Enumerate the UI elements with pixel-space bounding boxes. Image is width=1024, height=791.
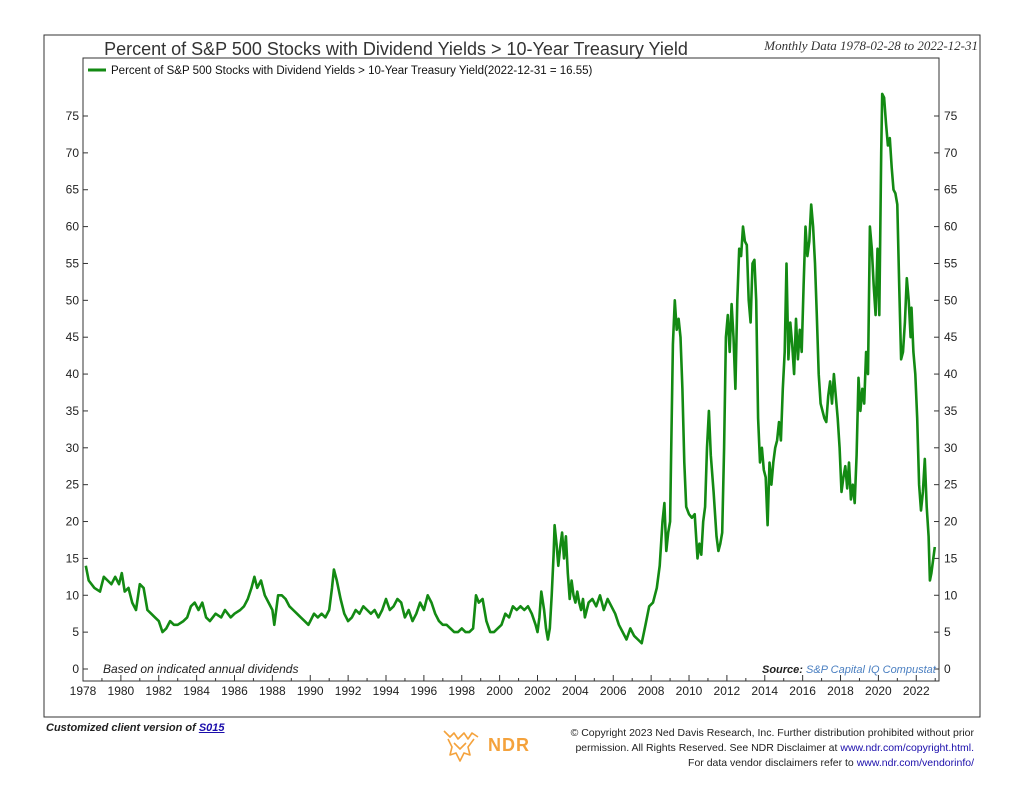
y-tick-label-left: 0 <box>72 662 79 676</box>
y-tick-label-right: 70 <box>944 146 958 160</box>
y-tick-label-left: 55 <box>66 256 80 270</box>
y-tick-label-right: 75 <box>944 109 958 123</box>
x-axis: 1978 1980 1982 1984 1986 1988 1990 1992 1994 1996… <box>70 675 936 698</box>
copyright-line-3: For data vendor disclaimers refer to www… <box>554 756 974 771</box>
legend-label: Percent of S&P 500 Stocks with Dividend … <box>111 65 593 77</box>
y-tick-label-right: 25 <box>944 478 958 492</box>
x-tick-label: 2012 <box>714 684 741 698</box>
y-tick-label-left: 20 <box>66 515 80 529</box>
y-tick-label-right: 55 <box>944 256 958 270</box>
y-tick-label-right: 60 <box>944 220 958 234</box>
bull-bear-icon <box>443 730 479 762</box>
y-tick-label-left: 70 <box>66 146 80 160</box>
copyright-line-1: © Copyright 2023 Ned Davis Research, Inc… <box>570 727 974 739</box>
x-tick-label: 2020 <box>865 684 892 698</box>
y-tick-label-right: 10 <box>944 588 958 602</box>
y-tick-label-right: 15 <box>944 551 958 565</box>
chart-title: Percent of S&P 500 Stocks with Dividend … <box>104 39 688 59</box>
y-tick-label-right: 35 <box>944 404 958 418</box>
x-tick-label: 2010 <box>676 684 703 698</box>
y-tick-label-right: 45 <box>944 330 958 344</box>
y-tick-label-right: 65 <box>944 183 958 197</box>
vendorinfo-link[interactable]: www.ndr.com/vendorinfo/ <box>856 757 974 769</box>
x-tick-label: 1992 <box>335 684 362 698</box>
x-tick-label: 2018 <box>827 684 854 698</box>
x-tick-label: 1978 <box>70 684 97 698</box>
y-tick-label-right: 50 <box>944 293 958 307</box>
x-tick-label: 2014 <box>751 684 778 698</box>
y-tick-label-left: 25 <box>66 478 80 492</box>
x-tick-label: 2000 <box>486 684 513 698</box>
x-tick-label: 2006 <box>600 684 627 698</box>
copyright-line-3-text: For data vendor disclaimers refer to <box>688 757 857 769</box>
source-label: Source: <box>762 664 803 676</box>
ndr-logo: NDR <box>440 725 530 765</box>
plot-frame <box>82 57 940 682</box>
y-tick-label-left: 75 <box>66 109 80 123</box>
x-tick-label: 1980 <box>108 684 135 698</box>
x-tick-label: 1990 <box>297 684 324 698</box>
y-tick-label-right: 5 <box>944 625 951 639</box>
x-tick-label: 2022 <box>903 684 930 698</box>
y-tick-label-left: 15 <box>66 551 80 565</box>
outer-frame <box>43 34 981 718</box>
x-tick-label: 2016 <box>789 684 816 698</box>
x-tick-label: 2004 <box>562 684 589 698</box>
y-tick-label-left: 65 <box>66 183 80 197</box>
source-value: S&P Capital IQ Compustat <box>806 664 937 676</box>
y-axis-left: 0 5 10 15 20 25 30 35 40 45 50 55 60 65 70 75 <box>66 109 88 676</box>
x-tick-label: 1996 <box>411 684 438 698</box>
y-tick-label-left: 30 <box>66 441 80 455</box>
y-axis-right: 0 5 10 15 20 25 30 35 40 45 50 55 60 65 70 75 <box>934 109 958 676</box>
copyright-line-2-text: permission. All Rights Reserved. See NDR… <box>575 742 841 754</box>
copyright-block: © Copyright 2023 Ned Davis Research, Inc… <box>554 726 974 771</box>
series-line <box>84 92 937 645</box>
basis-note: Based on indicated annual dividends <box>103 662 298 676</box>
y-tick-label-left: 10 <box>66 588 80 602</box>
y-tick-label-left: 60 <box>66 220 80 234</box>
x-tick-label: 2008 <box>638 684 665 698</box>
client-link[interactable]: S015 <box>198 722 225 734</box>
x-tick-label: 1994 <box>373 684 400 698</box>
y-tick-label-right: 20 <box>944 515 958 529</box>
x-tick-label: 2002 <box>524 684 551 698</box>
y-tick-label-left: 35 <box>66 404 80 418</box>
client-version-note: Customized client version of S015 <box>46 722 225 734</box>
y-tick-label-right: 30 <box>944 441 958 455</box>
chart-subtitle: Monthly Data 1978-02-28 to 2022-12-31 <box>763 38 978 53</box>
x-tick-label: 1986 <box>221 684 248 698</box>
copyright-link[interactable]: www.ndr.com/copyright.html. <box>840 742 974 754</box>
y-tick-label-right: 0 <box>944 662 951 676</box>
y-tick-label-left: 50 <box>66 293 80 307</box>
x-tick-label: 1984 <box>183 684 210 698</box>
y-tick-label-left: 5 <box>72 625 79 639</box>
y-tick-label-right: 40 <box>944 367 958 381</box>
x-tick-label: 1998 <box>448 684 475 698</box>
x-tick-label: 1988 <box>259 684 286 698</box>
logo-text: NDR <box>488 734 530 755</box>
client-prefix: Customized client version of <box>46 722 199 734</box>
y-tick-label-left: 40 <box>66 367 80 381</box>
y-tick-label-left: 45 <box>66 330 80 344</box>
copyright-line-2: permission. All Rights Reserved. See NDR… <box>554 741 974 756</box>
x-tick-label: 1982 <box>145 684 172 698</box>
